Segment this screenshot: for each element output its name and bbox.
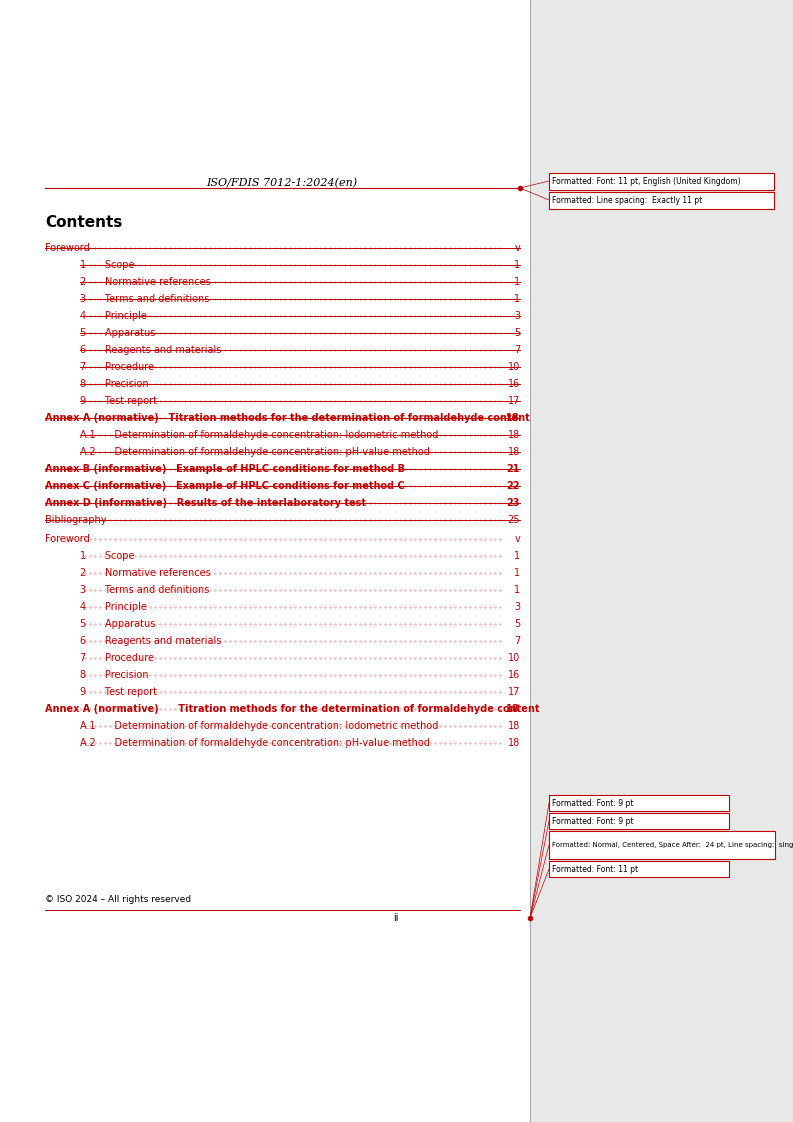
Text: 25: 25 bbox=[508, 515, 520, 525]
Text: 7      Procedure: 7 Procedure bbox=[80, 362, 154, 373]
Text: A.2      Determination of formaldehyde concentration: pH-value method: A.2 Determination of formaldehyde concen… bbox=[80, 738, 430, 748]
Text: 1: 1 bbox=[514, 277, 520, 287]
Text: v: v bbox=[514, 534, 520, 544]
Text: A.1      Determination of formaldehyde concentration: Iodometric method: A.1 Determination of formaldehyde concen… bbox=[80, 430, 439, 440]
Text: Formatted: Font: 9 pt: Formatted: Font: 9 pt bbox=[552, 799, 634, 808]
Text: Annex A (normative) Titration methods for the determination of formaldehyde cont: Annex A (normative) Titration methods fo… bbox=[45, 413, 530, 423]
Text: 3      Terms and definitions: 3 Terms and definitions bbox=[80, 585, 209, 595]
Text: 3: 3 bbox=[514, 311, 520, 321]
Text: v: v bbox=[514, 243, 520, 252]
Text: 1: 1 bbox=[514, 260, 520, 270]
Text: 1: 1 bbox=[514, 551, 520, 561]
Text: 6      Reagents and materials: 6 Reagents and materials bbox=[80, 636, 221, 646]
Text: 23: 23 bbox=[507, 498, 520, 508]
Text: 22: 22 bbox=[507, 481, 520, 491]
Text: 16: 16 bbox=[508, 670, 520, 680]
Text: A.2      Determination of formaldehyde concentration: pH-value method: A.2 Determination of formaldehyde concen… bbox=[80, 447, 430, 457]
Text: 1: 1 bbox=[514, 294, 520, 304]
Text: 17: 17 bbox=[508, 396, 520, 406]
Text: 5      Apparatus: 5 Apparatus bbox=[80, 328, 155, 338]
Text: 16: 16 bbox=[508, 379, 520, 389]
Text: 18: 18 bbox=[508, 738, 520, 748]
Text: 7: 7 bbox=[514, 344, 520, 355]
Text: Formatted: Font: 11 pt: Formatted: Font: 11 pt bbox=[552, 864, 638, 874]
Text: 6      Reagents and materials: 6 Reagents and materials bbox=[80, 344, 221, 355]
FancyBboxPatch shape bbox=[549, 173, 774, 190]
FancyBboxPatch shape bbox=[549, 192, 774, 209]
Text: 18: 18 bbox=[507, 703, 520, 714]
Text: 2      Normative references: 2 Normative references bbox=[80, 277, 211, 287]
Text: 5      Apparatus: 5 Apparatus bbox=[80, 619, 155, 629]
Text: 2      Normative references: 2 Normative references bbox=[80, 568, 211, 578]
Text: 1: 1 bbox=[514, 585, 520, 595]
Text: 17: 17 bbox=[508, 687, 520, 697]
Text: 3: 3 bbox=[514, 603, 520, 611]
Text: 18: 18 bbox=[508, 721, 520, 732]
Text: 3      Terms and definitions: 3 Terms and definitions bbox=[80, 294, 209, 304]
Text: Foreword: Foreword bbox=[45, 243, 90, 252]
Text: Annex B (informative) Example of HPLC conditions for method B: Annex B (informative) Example of HPLC co… bbox=[45, 465, 405, 473]
Text: 7: 7 bbox=[514, 636, 520, 646]
Text: © ISO 2024 – All rights reserved: © ISO 2024 – All rights reserved bbox=[45, 895, 191, 904]
Text: ii: ii bbox=[393, 913, 399, 923]
Text: 1      Scope: 1 Scope bbox=[80, 551, 135, 561]
Text: Foreword: Foreword bbox=[45, 534, 90, 544]
Bar bbox=[530, 0, 793, 1122]
Text: Formatted: Line spacing:  Exactly 11 pt: Formatted: Line spacing: Exactly 11 pt bbox=[552, 196, 703, 205]
Text: Annex A (normative)  Titration methods for the determination of formaldehyde con: Annex A (normative) Titration methods fo… bbox=[45, 703, 539, 714]
Text: ISO/FDIS 7012-1:2024(en): ISO/FDIS 7012-1:2024(en) bbox=[206, 178, 358, 188]
Text: 10: 10 bbox=[508, 362, 520, 373]
Text: 18: 18 bbox=[508, 430, 520, 440]
Text: Annex C (informative) Example of HPLC conditions for method C: Annex C (informative) Example of HPLC co… bbox=[45, 481, 404, 491]
Text: Annex D (informative) Results of the interlaboratory test: Annex D (informative) Results of the int… bbox=[45, 498, 366, 508]
Text: Formatted: Font: 11 pt, English (United Kingdom): Formatted: Font: 11 pt, English (United … bbox=[552, 177, 741, 186]
Text: 4      Principle: 4 Principle bbox=[80, 311, 147, 321]
Text: 8      Precision: 8 Precision bbox=[80, 670, 148, 680]
Text: 18: 18 bbox=[508, 447, 520, 457]
Text: 10: 10 bbox=[508, 653, 520, 663]
FancyBboxPatch shape bbox=[549, 795, 729, 811]
Text: Formatted: Normal, Centered, Space After:  24 pt, Line spacing:  single, Tab sto: Formatted: Normal, Centered, Space After… bbox=[552, 842, 793, 848]
Text: A.1      Determination of formaldehyde concentration: Iodometric method: A.1 Determination of formaldehyde concen… bbox=[80, 721, 439, 732]
Text: 21: 21 bbox=[507, 465, 520, 473]
Text: 9      Test report: 9 Test report bbox=[80, 396, 157, 406]
Text: 1      Scope: 1 Scope bbox=[80, 260, 135, 270]
FancyBboxPatch shape bbox=[549, 813, 729, 829]
Text: Formatted: Font: 9 pt: Formatted: Font: 9 pt bbox=[552, 817, 634, 826]
Text: 8      Precision: 8 Precision bbox=[80, 379, 148, 389]
Text: 5: 5 bbox=[514, 619, 520, 629]
Text: 9      Test report: 9 Test report bbox=[80, 687, 157, 697]
FancyBboxPatch shape bbox=[549, 861, 729, 877]
FancyBboxPatch shape bbox=[549, 831, 775, 859]
Text: 7      Procedure: 7 Procedure bbox=[80, 653, 154, 663]
Text: Contents: Contents bbox=[45, 215, 122, 230]
Text: 4      Principle: 4 Principle bbox=[80, 603, 147, 611]
Text: 5: 5 bbox=[514, 328, 520, 338]
Text: Bibliography: Bibliography bbox=[45, 515, 106, 525]
Text: 18: 18 bbox=[507, 413, 520, 423]
Text: 1: 1 bbox=[514, 568, 520, 578]
